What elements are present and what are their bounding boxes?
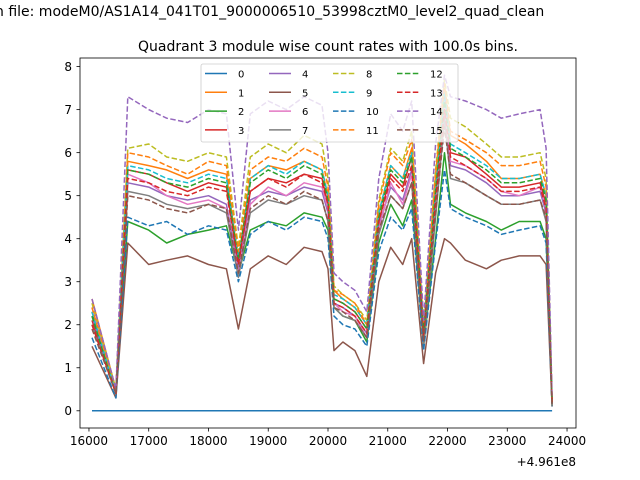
legend-label-11: 11 xyxy=(366,126,379,137)
figure-suptitle: n file: modeM0/AS1A14_041T01_9000006510_… xyxy=(0,4,544,20)
series-line-5 xyxy=(91,237,553,407)
y-tick-label: 4 xyxy=(64,232,72,246)
x-tick-label: 21000 xyxy=(369,434,407,448)
legend-label-15: 15 xyxy=(430,126,443,137)
legend-label-10: 10 xyxy=(366,107,379,118)
series-line-15 xyxy=(91,126,553,407)
chart-title: Quadrant 3 module wise count rates with … xyxy=(138,39,518,55)
y-tick-label: 8 xyxy=(64,60,72,74)
legend-label-8: 8 xyxy=(366,70,372,81)
x-tick-label: 23000 xyxy=(488,434,526,448)
x-tick-label: 18000 xyxy=(189,434,227,448)
legend-label-7: 7 xyxy=(302,126,308,137)
y-tick-label: 5 xyxy=(64,189,72,203)
legend-label-5: 5 xyxy=(302,88,308,99)
legend-label-13: 13 xyxy=(430,88,443,99)
x-tick-label: 16000 xyxy=(70,434,108,448)
legend-label-9: 9 xyxy=(366,88,372,99)
y-tick-label: 7 xyxy=(64,103,72,117)
plot-frame xyxy=(79,57,577,429)
axis-ticks: 16000 17000 18000 19000 20000 21000 22000 23000… xyxy=(64,60,586,448)
y-tick-label: 6 xyxy=(64,146,72,160)
x-tick-label: 22000 xyxy=(428,434,466,448)
series-line-11 xyxy=(91,83,553,403)
series-line-8 xyxy=(91,78,553,403)
x-tick-label: 17000 xyxy=(130,434,168,448)
legend-label-2: 2 xyxy=(238,107,244,118)
legend-label-6: 6 xyxy=(302,107,308,118)
series-line-10 xyxy=(91,169,553,407)
series-layer xyxy=(91,74,553,412)
y-tick-label: 3 xyxy=(64,275,72,289)
x-tick-label: 20000 xyxy=(309,434,347,448)
legend-label-3: 3 xyxy=(238,126,244,137)
series-line-9 xyxy=(91,91,553,403)
legend-label-1: 1 xyxy=(238,88,244,99)
x-tick-label: 19000 xyxy=(249,434,287,448)
y-tick-label: 1 xyxy=(64,361,72,375)
legend-label-4: 4 xyxy=(302,70,308,81)
series-line-13 xyxy=(91,108,553,403)
legend-frame xyxy=(200,63,459,143)
y-tick-label: 2 xyxy=(64,318,72,332)
legend-label-12: 12 xyxy=(430,70,443,81)
legend-label-0: 0 xyxy=(238,70,244,81)
y-tick-label: 0 xyxy=(64,404,72,418)
series-line-14 xyxy=(91,74,553,398)
x-offset-label: +4.961e8 xyxy=(517,455,576,469)
legend-label-14: 14 xyxy=(430,107,443,118)
x-tick-label: 24000 xyxy=(548,434,586,448)
series-line-12 xyxy=(91,100,553,403)
